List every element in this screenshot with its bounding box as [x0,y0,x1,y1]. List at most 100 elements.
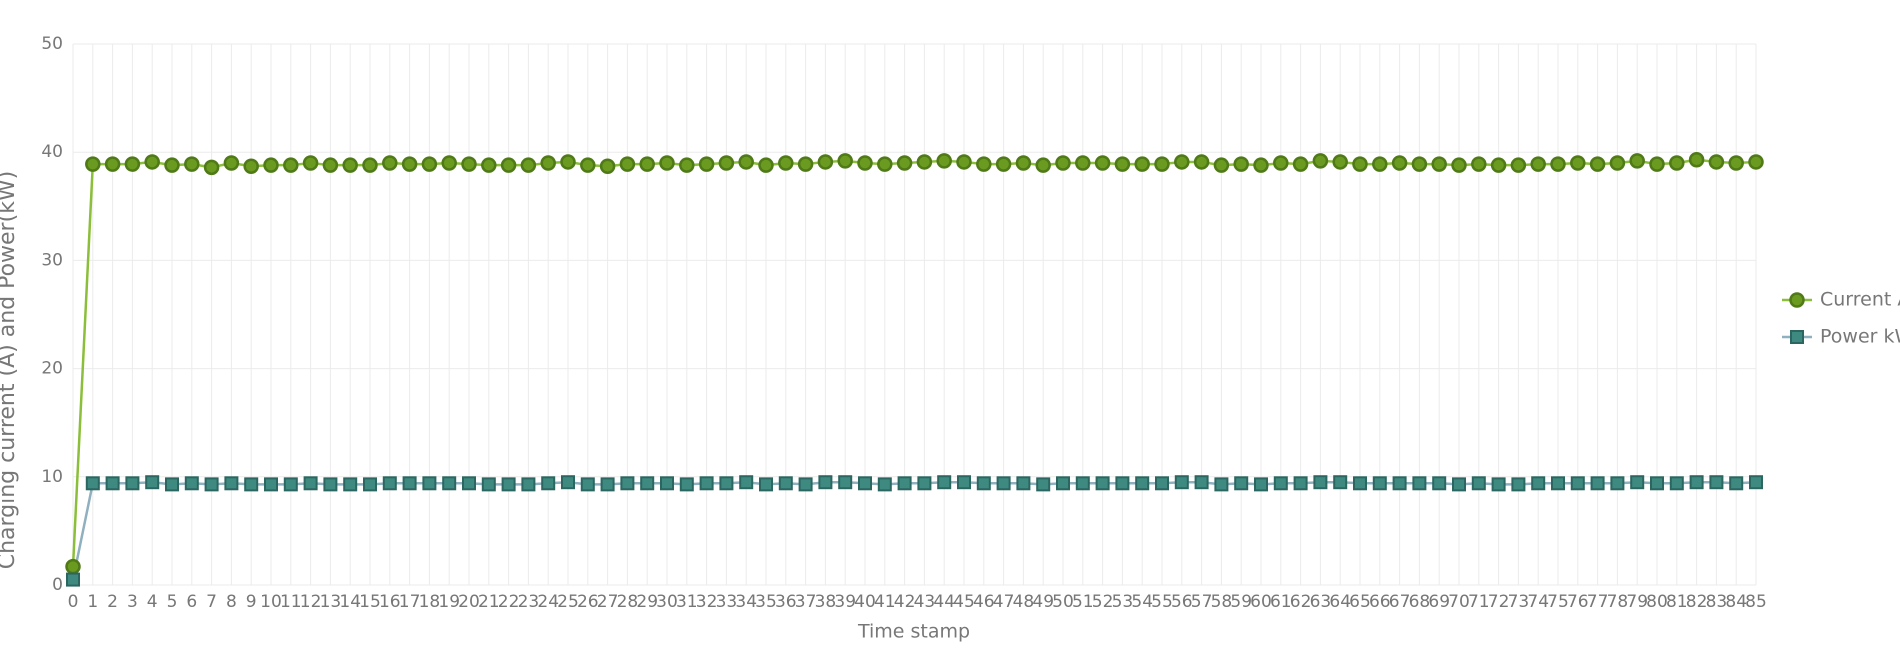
data-point [224,476,239,491]
data-point [1550,156,1566,172]
data-point [1650,476,1664,491]
data-point [599,158,616,175]
data-point [1174,475,1189,490]
x-tick-label: 15 [359,592,381,612]
data-point [1332,154,1348,170]
data-point [1669,476,1684,491]
x-tick-label: 59 [1230,592,1252,612]
data-point [1570,476,1585,491]
data-point [679,157,695,173]
x-tick-label: 11 [280,592,302,612]
data-point [996,476,1011,491]
x-tick-label: 37 [795,592,817,612]
data-point [857,155,873,171]
x-tick-label: 73 [1508,592,1530,612]
data-point [1391,155,1408,171]
data-point [520,157,537,173]
series-line [71,158,1757,567]
data-point [401,156,418,172]
data-point [976,156,992,172]
data-point [145,475,160,490]
x-tick-label: 50 [1052,592,1074,612]
data-point [164,157,180,173]
data-point [442,476,457,491]
x-tick-label: 2 [107,592,118,612]
data-point [1292,156,1309,172]
x-tick-label: 33 [716,592,738,612]
x-tick-label: 45 [953,592,975,612]
data-point [1234,476,1249,491]
data-point [223,155,240,171]
data-point [957,475,971,490]
data-point [322,157,339,173]
x-tick-label: 44 [933,592,955,612]
y-tick-label: 40 [41,142,63,162]
data-point [580,157,596,173]
x-tick-label: 8 [226,592,237,612]
data-point [165,477,179,492]
x-tick-label: 68 [1409,592,1431,612]
x-tick-label: 25 [557,592,579,612]
data-point [263,157,279,173]
x-tick-label: 26 [577,592,599,612]
data-point [382,155,398,171]
data-point [1570,155,1586,171]
data-point [600,477,615,492]
data-point [1095,476,1110,491]
data-point [1253,157,1269,173]
x-tick-label: 31 [676,592,698,612]
x-tick-label: 42 [894,592,916,612]
data-point [243,158,259,175]
data-point [837,153,853,169]
data-point [877,156,893,172]
data-point [283,157,299,173]
data-point [1075,476,1090,491]
x-tick-label: 7 [206,592,217,612]
data-point [936,153,952,169]
x-tick-label: 43 [914,592,936,612]
data-point [264,477,278,492]
data-point [1036,477,1051,492]
data-point [1411,156,1428,172]
data-point [679,477,694,492]
data-point [620,476,635,491]
y-tick-label: 20 [41,359,63,379]
data-point [1709,475,1724,490]
data-point [1193,154,1210,170]
x-tick-label: 69 [1428,592,1450,612]
data-point [897,476,912,491]
data-point [1273,476,1288,491]
data-point [1352,156,1368,172]
data-point [402,476,417,491]
data-point [1194,475,1209,490]
x-tick-label: 67 [1389,592,1411,612]
data-point [421,156,438,172]
y-tick-label: 30 [41,250,63,270]
data-point [956,154,972,170]
x-tick-label: 12 [300,592,322,612]
x-tick-label: 13 [320,592,342,612]
data-point [1491,477,1506,492]
data-point [1669,155,1685,171]
x-tick-label: 56 [1171,592,1193,612]
data-point [363,477,377,492]
data-point [798,477,813,492]
data-point [1452,477,1466,492]
data-point [382,476,397,491]
x-tick-label: 74 [1527,592,1549,612]
data-point [342,157,358,173]
data-point [521,477,536,492]
data-point [858,476,872,491]
x-tick-label: 81 [1666,592,1688,612]
y-tick-label: 0 [52,575,63,595]
data-point [1155,476,1169,491]
data-point [1372,476,1387,491]
data-point [323,477,338,492]
data-point [500,157,517,173]
data-point [1115,476,1130,491]
data-point [818,475,833,490]
x-tick-label: 58 [1211,592,1233,612]
data-point [1530,156,1546,172]
data-point [1630,475,1645,490]
